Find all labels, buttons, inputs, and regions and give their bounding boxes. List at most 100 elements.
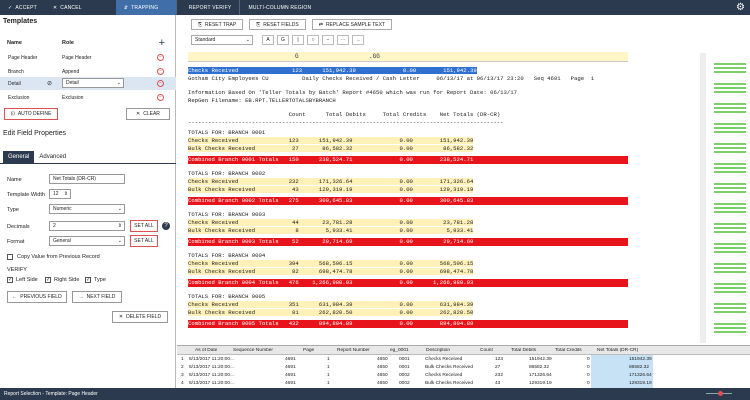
- detail-line: Checks Received 351 631,984.39 0.00 631,…: [188, 301, 474, 308]
- reset-fields-button[interactable]: ⎘ RESET FIELDS: [249, 19, 306, 30]
- number-format-icon[interactable]: G: [277, 35, 289, 45]
- stepper-icon: ⇕: [117, 223, 122, 229]
- cell: 151942.39: [629, 357, 652, 362]
- template-role: Exclusion: [62, 94, 84, 101]
- circle-icon[interactable]: ○: [307, 35, 319, 45]
- cell: 151942.39: [529, 357, 552, 362]
- cell: 4650: [377, 381, 388, 386]
- multi-column-region-button[interactable]: MULTI-COLUMN REGION: [240, 0, 319, 15]
- trap-icon: ⇵: [123, 4, 129, 11]
- cancel-button[interactable]: ✕ CANCEL: [45, 0, 90, 15]
- template-row[interactable]: Exclusion Exclusion −: [0, 91, 176, 104]
- grid-col-header[interactable]: Total Debits: [511, 348, 537, 353]
- trapping-button[interactable]: ⇵ TRAPPING: [115, 0, 176, 15]
- cell: 6/13/2017 11:20:00...: [189, 365, 234, 370]
- template-row[interactable]: Page Header Page Header −: [0, 51, 176, 64]
- tab-general[interactable]: General: [3, 151, 35, 163]
- add-template-icon[interactable]: +: [158, 37, 165, 49]
- ellipsis-icon[interactable]: ⋯: [337, 35, 349, 45]
- row-number: 1: [181, 357, 184, 362]
- detail-line: Checks Received 44 23,781.28 0.00 23,781…: [188, 219, 474, 226]
- format-select[interactable]: General ⌄: [49, 236, 125, 246]
- grid-col-header[interactable]: Report Number: [337, 348, 370, 353]
- cell: Bulk Checks Received: [425, 365, 473, 370]
- dash-icon[interactable]: −: [322, 35, 334, 45]
- replace-sample-text-button[interactable]: ⇄ REPLACE SAMPLE TEXT: [311, 19, 393, 30]
- remove-icon[interactable]: −: [157, 68, 164, 75]
- report-text[interactable]: Checks Received 123 151,942.39 0.00 151,…: [188, 65, 628, 355]
- left-side-checkbox[interactable]: ✓: [7, 277, 13, 283]
- grid-col-header[interactable]: Sequence Number: [233, 348, 273, 353]
- grid-col-header[interactable]: Description: [426, 348, 450, 353]
- remove-icon[interactable]: −: [157, 94, 164, 101]
- auto-define-button[interactable]: ⊡ AUTO DEFINE: [4, 108, 58, 120]
- cell: 6/13/2017 11:20:00...: [189, 357, 234, 362]
- template-width-label: Template Width: [7, 192, 45, 198]
- right-side-checkbox[interactable]: ✓: [45, 277, 51, 283]
- type-select[interactable]: Numeric ⌄: [49, 204, 125, 214]
- trapping-label: TRAPPING: [131, 4, 159, 11]
- table-row[interactable]: 3 6/13/2017 11:20:00... 4691 1 4650 0002…: [177, 372, 750, 379]
- delete-field-button[interactable]: ✕ DELETE FIELD: [112, 311, 168, 323]
- remove-icon[interactable]: −: [157, 80, 164, 87]
- grid-col-header[interactable]: eg_0001: [390, 348, 409, 353]
- left-side-label: Left Side: [16, 277, 38, 283]
- branch-title: TOTALS FOR: BRANCH 0001: [188, 129, 266, 136]
- vertical-scrollbar[interactable]: [700, 53, 706, 343]
- zoom-slider-handle[interactable]: [718, 391, 723, 396]
- arrow-left-icon: ←: [12, 294, 18, 300]
- cell: Bulk Checks Received: [425, 381, 473, 386]
- previous-field-button[interactable]: ← PREVIOUS FIELD: [7, 291, 67, 303]
- type-checkbox[interactable]: ✓: [85, 277, 91, 283]
- verify-label: VERIFY: [7, 267, 27, 273]
- table-row[interactable]: 1 6/13/2017 11:20:00... 4691 1 4650 0001…: [177, 356, 750, 363]
- minimap[interactable]: [714, 53, 746, 343]
- name-value: Net Totals (DR-CR): [53, 176, 96, 182]
- reset-trap-button[interactable]: ⎘ RESET TRAP: [191, 19, 244, 30]
- arrow-right-icon[interactable]: →: [352, 35, 364, 45]
- branch-title: TOTALS FOR: BRANCH 0005: [188, 293, 266, 300]
- grid-col-header[interactable]: Net Totals (DR-CR): [597, 348, 639, 353]
- next-field-button[interactable]: → NEXT FIELD: [72, 291, 122, 303]
- column-header-line: Count Total Debits Total Credits Net Tot…: [188, 111, 501, 118]
- column-ruler[interactable]: [188, 52, 628, 62]
- decimals-stepper[interactable]: 2 ⇕: [49, 221, 125, 231]
- tab-advanced[interactable]: Advanced: [39, 154, 67, 160]
- format-value: General: [53, 238, 71, 244]
- template-row[interactable]: Branch Append −: [0, 65, 176, 78]
- role-select[interactable]: Detail ⌄: [62, 78, 124, 88]
- table-row[interactable]: 4 6/13/2017 11:20:00... 4691 1 4650 0002…: [177, 380, 750, 387]
- set-all-format-button[interactable]: SET ALL: [130, 235, 158, 247]
- close-icon: ✕: [118, 314, 124, 320]
- auto-define-icon: ⊡: [10, 111, 15, 117]
- copy-value-checkbox[interactable]: [7, 254, 13, 260]
- grid-col-header[interactable]: Count: [480, 348, 493, 353]
- template-row-selected[interactable]: Detail ⊘ Detail ⌄ −: [0, 77, 176, 90]
- template-width-stepper[interactable]: 12 ⇕: [49, 189, 71, 199]
- grid-col-header[interactable]: As of Date: [195, 348, 218, 353]
- pipe-icon[interactable]: |: [292, 35, 304, 45]
- accept-button[interactable]: ✓ ACCEPT: [0, 0, 45, 15]
- report-verify-button[interactable]: REPORT VERIFY: [181, 0, 240, 15]
- detail-line: Checks Received 394 568,506.15 0.00 568,…: [188, 260, 474, 267]
- grid-col-header[interactable]: Page: [303, 348, 315, 353]
- cell: 171326.64: [529, 373, 552, 378]
- link-icon[interactable]: ⊘: [47, 81, 53, 87]
- decimals-label: Decimals: [7, 224, 30, 230]
- gear-icon[interactable]: ⚙: [736, 2, 745, 13]
- cell: 1: [327, 365, 330, 370]
- text-format-icon[interactable]: A: [262, 35, 274, 45]
- set-all-decimals-button[interactable]: SET ALL: [130, 220, 158, 232]
- help-icon[interactable]: ?: [162, 222, 170, 230]
- cell: 4691: [285, 381, 296, 386]
- clear-button[interactable]: ✕ CLEAR: [126, 108, 170, 120]
- row-number: 4: [181, 381, 184, 386]
- cell: 129319.19: [529, 381, 552, 386]
- style-select[interactable]: Standard ⌄: [191, 35, 253, 45]
- combined-totals-row: Combined Branch 0005 Totals 432 894,804.…: [188, 320, 628, 328]
- name-field[interactable]: Net Totals (DR-CR): [49, 174, 125, 184]
- remove-icon[interactable]: −: [157, 54, 164, 61]
- format-label: Format: [7, 239, 25, 245]
- table-row[interactable]: 2 6/13/2017 11:20:00... 4691 1 4650 0001…: [177, 364, 750, 371]
- grid-col-header[interactable]: Total Credits: [555, 348, 582, 353]
